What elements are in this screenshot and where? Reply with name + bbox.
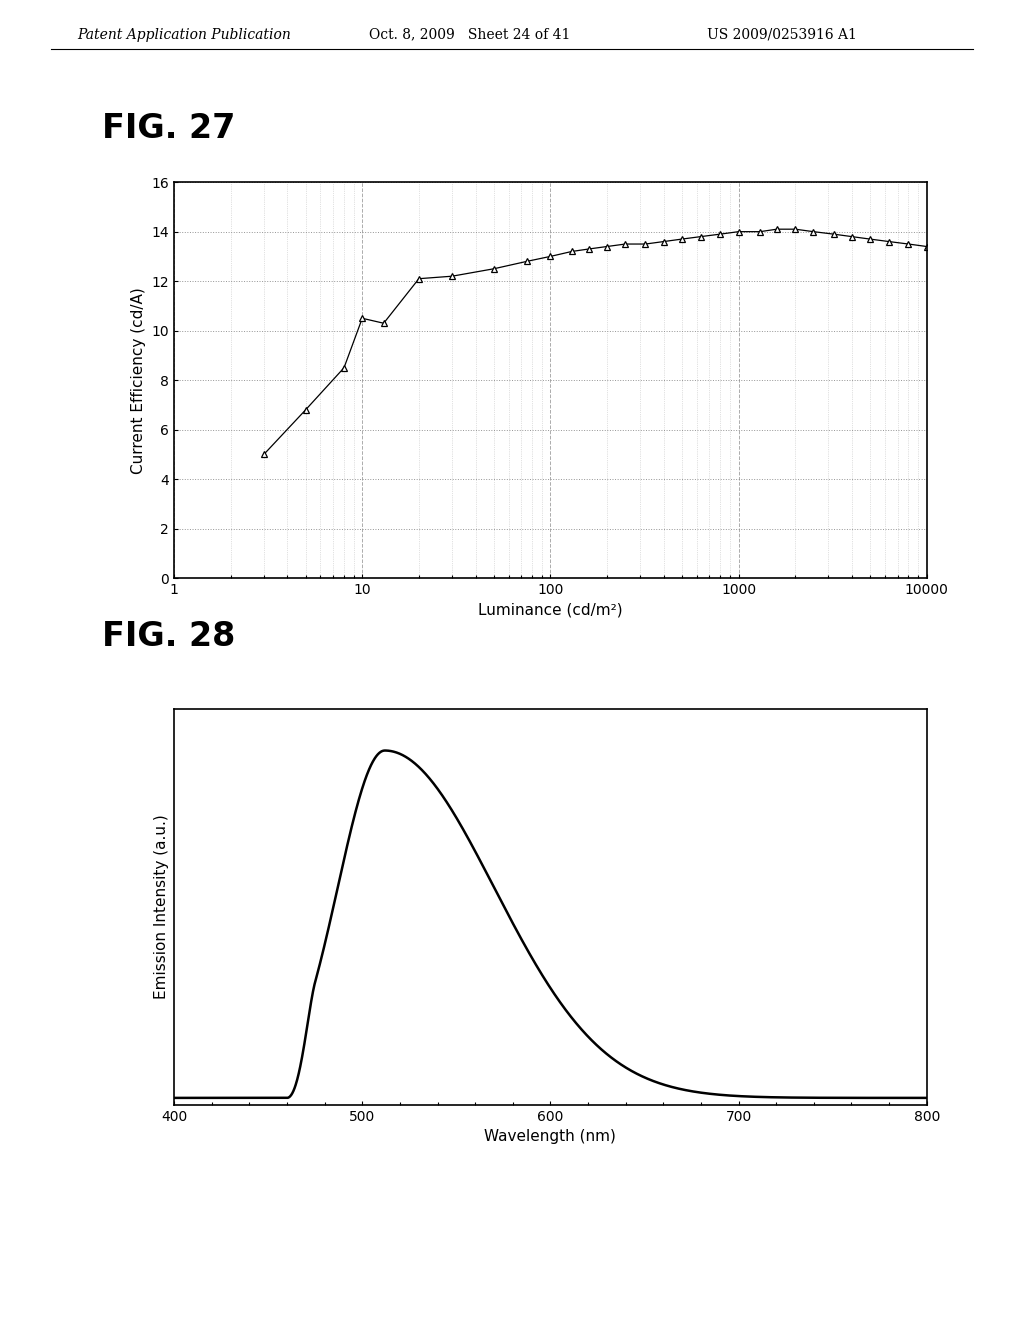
X-axis label: Wavelength (nm): Wavelength (nm): [484, 1129, 616, 1144]
Y-axis label: Current Efficiency (cd/A): Current Efficiency (cd/A): [131, 286, 145, 474]
Text: Patent Application Publication: Patent Application Publication: [77, 28, 291, 42]
Text: US 2009/0253916 A1: US 2009/0253916 A1: [707, 28, 856, 42]
Text: Oct. 8, 2009   Sheet 24 of 41: Oct. 8, 2009 Sheet 24 of 41: [369, 28, 570, 42]
Text: FIG. 27: FIG. 27: [102, 112, 236, 145]
X-axis label: Luminance (cd/m²): Luminance (cd/m²): [478, 602, 623, 618]
Text: FIG. 28: FIG. 28: [102, 620, 236, 653]
Y-axis label: Emission Intensity (a.u.): Emission Intensity (a.u.): [154, 814, 169, 999]
